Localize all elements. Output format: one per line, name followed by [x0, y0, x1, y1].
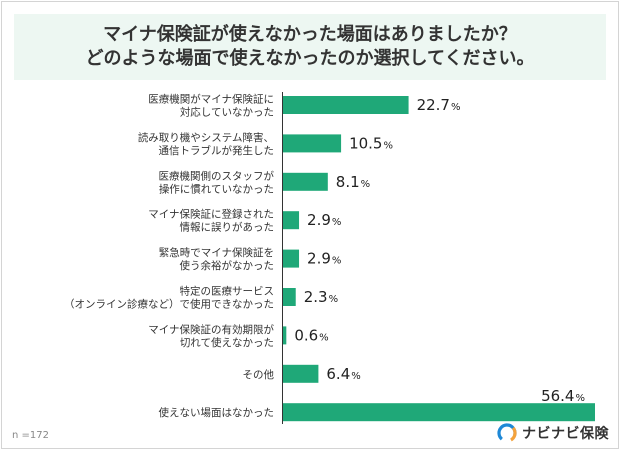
category-label-7: マイナ保険証の有効期限が切れて使えなかった: [148, 323, 274, 349]
brand-name: ナビナビ保険: [522, 426, 609, 442]
chart-title-line2: どのような場面で使えなかったのか選択してください。: [85, 48, 535, 69]
bar-5: [283, 249, 300, 268]
category-label-2: 読み取り機やシステム障害、通信トラブルが発生した: [138, 131, 274, 157]
brand-mark-icon: [497, 423, 517, 443]
value-number-5: 2.9: [307, 250, 331, 268]
value-number-1: 22.7: [417, 96, 450, 114]
bar-3: [283, 172, 328, 191]
category-label-7-line-1: マイナ保険証の有効期限が: [148, 323, 274, 336]
category-label-8-line-1: その他: [243, 368, 275, 381]
category-label-1: 医療機関がマイナ保険証に対応していなかった: [148, 93, 274, 119]
value-unit-6: %: [329, 294, 339, 305]
value-number-7: 0.6: [294, 326, 318, 344]
bar-9: [283, 403, 595, 422]
value-unit-7: %: [319, 332, 329, 343]
title-box: マイナ保険証が使えなかった場面はありましたか？ どのような場面で使えなかったのか…: [14, 14, 606, 80]
category-label-6: 特定の医療サービス（オンライン診療など）で使用できなかった: [64, 285, 274, 311]
value-number-9: 56.4: [541, 387, 574, 405]
category-label-2-line-1: 読み取り機やシステム障害、: [138, 131, 274, 144]
category-label-5: 緊急時でマイナ保険証を使う余裕がなかった: [159, 246, 274, 272]
value-number-3: 8.1: [336, 173, 360, 191]
value-number-4: 2.9: [307, 211, 331, 229]
category-label-3-line-1: 医療機関側のスタッフが: [159, 169, 275, 182]
category-label-1-line-2: 対応していなかった: [180, 106, 274, 119]
bar-7: [283, 326, 287, 345]
value-unit-8: %: [351, 371, 361, 382]
value-unit-1: %: [451, 102, 461, 113]
bar-2: [283, 134, 342, 153]
value-number-8: 6.4: [326, 365, 350, 383]
value-label-7: 0.6%: [294, 326, 328, 344]
value-label-4: 2.9%: [307, 211, 341, 229]
category-label-5-line-2: 使う余裕がなかった: [180, 259, 275, 272]
category-label-3-line-2: 操作に慣れていなかった: [159, 182, 274, 195]
category-label-3: 医療機関側のスタッフが操作に慣れていなかった: [159, 169, 275, 195]
category-label-2-line-2: 通信トラブルが発生した: [159, 144, 275, 157]
category-label-6-line-2: （オンライン診療など）で使用できなかった: [64, 298, 274, 311]
chart-title-line1: マイナ保険証が使えなかった場面はありましたか？: [103, 24, 517, 45]
value-label-2: 10.5%: [349, 134, 393, 152]
category-label-5-line-1: 緊急時でマイナ保険証を: [159, 246, 274, 259]
category-label-7-line-2: 切れて使えなかった: [180, 336, 274, 349]
value-number-2: 10.5: [349, 134, 382, 152]
category-label-4-line-1: マイナ保険証に登録された: [148, 208, 274, 221]
value-number-6: 2.3: [304, 288, 328, 306]
bar-4: [283, 211, 300, 230]
value-label-3: 8.1%: [336, 173, 370, 191]
bar-8: [283, 364, 319, 383]
category-label-6-line-1: 特定の医療サービス: [180, 285, 275, 298]
bar-6: [283, 288, 296, 306]
category-label-4: マイナ保険証に登録された情報に誤りがあった: [148, 208, 274, 234]
category-label-4-line-2: 情報に誤りがあった: [180, 221, 275, 234]
category-label-9: 使えない場面はなかった: [159, 406, 275, 419]
category-label-8: その他: [243, 368, 275, 381]
value-label-6: 2.3%: [304, 288, 338, 306]
value-unit-9: %: [575, 393, 585, 404]
value-label-9: 56.4%: [541, 387, 585, 405]
value-label-1: 22.7%: [417, 96, 461, 114]
category-label-1-line-1: 医療機関がマイナ保険証に: [148, 93, 274, 106]
brand-logo: ナビナビ保険: [496, 422, 609, 444]
sample-size-note: n =172: [12, 430, 49, 441]
category-label-9-line-1: 使えない場面はなかった: [159, 406, 275, 419]
value-unit-3: %: [361, 179, 371, 190]
value-unit-5: %: [332, 256, 342, 267]
value-unit-4: %: [332, 217, 342, 228]
value-unit-2: %: [383, 140, 393, 151]
value-label-5: 2.9%: [307, 250, 341, 268]
bar-1: [283, 96, 409, 114]
value-label-8: 6.4%: [326, 365, 360, 383]
